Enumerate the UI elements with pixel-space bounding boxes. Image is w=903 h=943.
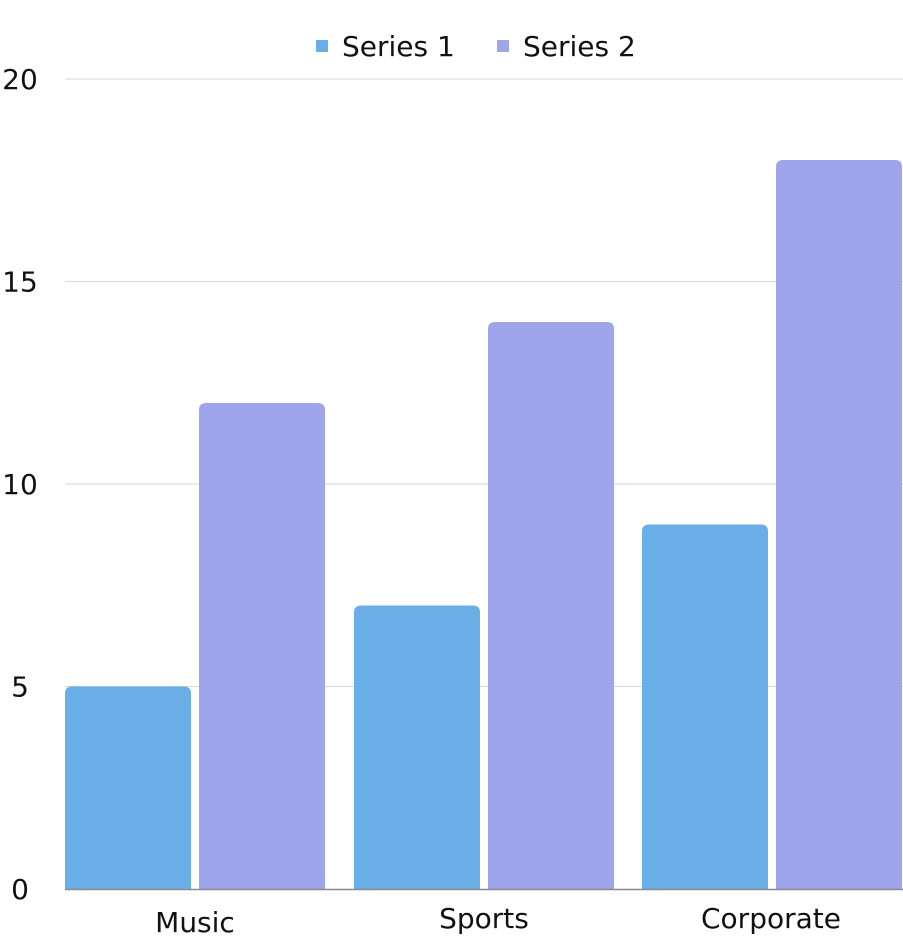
bar-music-series-2 bbox=[199, 403, 325, 889]
bar-sports-series-2 bbox=[488, 322, 614, 889]
y-tick-label: 15 bbox=[2, 266, 38, 299]
y-axis-ticks: 0 5 10 15 20 bbox=[2, 63, 38, 906]
legend-label-series-2: Series 2 bbox=[523, 30, 636, 63]
legend-swatch-series-2 bbox=[497, 40, 509, 52]
x-category-label-sports: Sports bbox=[439, 902, 529, 935]
bars bbox=[65, 160, 902, 889]
x-category-label-music: Music bbox=[155, 906, 235, 939]
bar-sports-series-1 bbox=[354, 605, 480, 889]
bar-corporate-series-2 bbox=[776, 160, 902, 889]
x-category-label-corporate: Corporate bbox=[701, 902, 841, 935]
y-tick-label: 0 bbox=[11, 873, 29, 906]
bar-music-series-1 bbox=[65, 686, 191, 889]
legend-label-series-1: Series 1 bbox=[342, 30, 455, 63]
x-axis-categories: Music Sports Corporate bbox=[155, 902, 841, 939]
legend-swatch-series-1 bbox=[316, 40, 328, 52]
y-tick-label: 5 bbox=[11, 671, 29, 704]
y-tick-label: 10 bbox=[2, 468, 38, 501]
bar-corporate-series-1 bbox=[642, 524, 768, 889]
legend: Series 1 Series 2 bbox=[316, 30, 636, 63]
y-tick-label: 20 bbox=[2, 63, 38, 96]
